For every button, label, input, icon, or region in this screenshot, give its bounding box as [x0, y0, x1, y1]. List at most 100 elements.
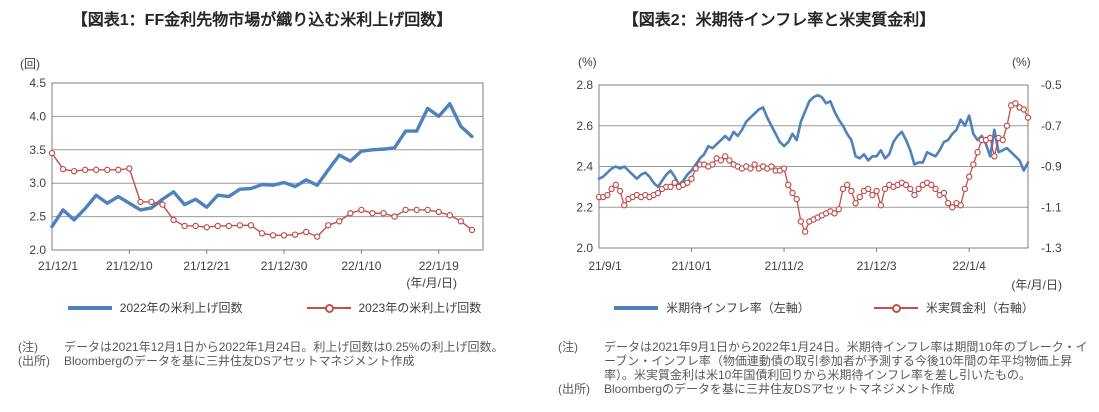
- data-point-marker: [203, 224, 210, 231]
- data-point-marker: [225, 222, 232, 230]
- data-point-marker: [877, 202, 884, 209]
- data-point-marker: [424, 206, 431, 214]
- data-point-marker: [965, 173, 973, 180]
- figure2-title: 【図表2：米期待インフレ率と米実質金利】: [622, 12, 936, 29]
- data-point-marker: [986, 134, 994, 142]
- legend-item-2022: 2022年の米利上げ回数: [67, 299, 243, 316]
- data-point-marker: [170, 216, 177, 224]
- source-row: (出所) Bloombergのデータを基に三井住友DSアセットマネジメント作成: [558, 382, 1094, 396]
- legend-item-2023: 2023年の米利上げ回数: [306, 299, 481, 316]
- data-point-marker: [991, 153, 998, 160]
- data-point-marker: [667, 183, 674, 191]
- data-point-marker: [902, 181, 910, 189]
- legend-item-bei: 米期待インフレ率（左軸）: [614, 299, 810, 316]
- x-tick-label: 21/12/3: [857, 259, 897, 273]
- data-point-marker: [181, 222, 188, 230]
- data-point-marker: [302, 228, 310, 236]
- source-text: Bloombergのデータを基に三井住友DSアセットマネジメント作成: [64, 354, 415, 369]
- data-point-marker: [873, 187, 880, 195]
- data-point-marker: [616, 187, 624, 195]
- figure1-title: 【図表1：FF金利先物市場が織り込む米利上げ回数】: [71, 12, 453, 29]
- data-point-marker: [717, 157, 725, 164]
- data-point-marker: [961, 185, 969, 193]
- note-row: (注) データは2021年9月1日から2022年1月24日。米期待インフレ率は期…: [558, 340, 1094, 382]
- data-point-marker: [793, 195, 800, 203]
- data-point-marker: [612, 181, 620, 189]
- note-text: データは2021年12月1日から2022年1月24日。利上げ回数は0.25%の利…: [64, 340, 504, 354]
- figure2-legend: 米期待インフレ率（左軸） 米実質金利（右軸）: [549, 299, 1099, 316]
- data-point-marker: [402, 206, 409, 214]
- data-point-marker: [726, 157, 733, 164]
- data-point-marker: [970, 161, 977, 168]
- figure2-x-axis-unit: (年/月/日): [1011, 278, 1062, 292]
- data-point-marker: [336, 218, 343, 225]
- figure1-plot-area: 2.0 2.5 3.0 3.5 4.0 4.5 21/12/1 21/12/10 21/12/2…: [29, 76, 484, 273]
- figure1-x-axis-unit: (年/月/日): [406, 276, 457, 290]
- data-point-marker: [692, 165, 699, 172]
- y-tick-label: 2.4: [576, 160, 593, 174]
- y-tick-label-right: -1.3: [1041, 241, 1062, 255]
- figure1-chart: 2.0 2.5 3.0 3.5 4.0 4.5 21/12/1 21/12/10 21/12/2…: [0, 70, 549, 292]
- data-point-marker: [325, 222, 332, 229]
- data-point-marker: [70, 167, 78, 175]
- x-tick-label: 21/12/21: [183, 259, 230, 273]
- data-point-marker: [928, 181, 935, 189]
- legend-item-real-rate: 米実質金利（右軸）: [873, 299, 1034, 316]
- data-point-marker: [369, 210, 376, 217]
- data-point-marker: [944, 199, 952, 207]
- series-line: [597, 93, 1030, 189]
- figure2-right-y-axis-unit: (%): [1012, 55, 1031, 69]
- data-point-marker: [801, 228, 809, 235]
- data-point-marker: [1020, 106, 1028, 113]
- source-label: (出所): [558, 382, 590, 397]
- data-point-marker: [688, 175, 695, 182]
- figure2-plot-area: 2.0 2.2 2.4 2.6 2.8 -0.5 -0.7 -0.9 -1.1 -1.3 21/9/…: [576, 78, 1062, 273]
- y-tick-label: 2.0: [29, 243, 46, 257]
- data-point-marker: [148, 198, 155, 206]
- data-point-marker: [999, 136, 1006, 144]
- data-point-marker: [852, 199, 859, 207]
- plot-border: [51, 82, 484, 251]
- data-point-marker: [1003, 122, 1011, 129]
- data-point-marker: [835, 206, 842, 213]
- legend-label: 米実質金利（右軸）: [925, 301, 1034, 315]
- data-point-marker: [413, 206, 420, 214]
- data-point-marker: [839, 185, 847, 193]
- data-point-marker: [768, 163, 775, 170]
- figure1-y-axis-unit: (回): [20, 57, 40, 71]
- data-point-marker: [214, 222, 221, 230]
- data-point-marker: [915, 185, 922, 193]
- legend-label: 2022年の米利上げ回数: [119, 301, 243, 315]
- red-line-marker-swatch: [873, 303, 918, 313]
- data-point-marker: [957, 202, 964, 209]
- x-tick-label: 21/12/10: [106, 259, 153, 273]
- plot-border: [598, 84, 1029, 249]
- y-tick-label: 3.0: [29, 176, 46, 190]
- y-tick-label-right: -1.1: [1041, 200, 1062, 214]
- data-point-marker: [848, 187, 855, 195]
- data-point-marker: [932, 185, 939, 193]
- data-point-marker: [621, 202, 628, 209]
- data-point-marker: [608, 185, 615, 193]
- data-point-marker: [314, 233, 321, 240]
- y-tick-label: 2.8: [576, 78, 593, 92]
- data-point-marker: [192, 222, 199, 230]
- data-point-marker: [258, 230, 266, 237]
- x-tick-label: 21/10/1: [672, 259, 712, 273]
- data-point-marker: [104, 166, 111, 174]
- data-point-marker: [115, 166, 122, 174]
- data-point-marker: [126, 165, 133, 172]
- y-tick-label-right: -0.7: [1041, 119, 1062, 133]
- data-point-marker: [1012, 100, 1019, 107]
- data-point-marker: [435, 208, 442, 216]
- data-point-marker: [856, 193, 863, 201]
- note-text: データは2021年9月1日から2022年1月24日。米期待インフレ率は期間10年…: [604, 340, 1088, 383]
- data-point-marker: [358, 206, 365, 214]
- x-tick-label: 21/11/2: [764, 259, 803, 273]
- figure2-left-y-axis-unit: (%): [578, 55, 597, 69]
- x-tick-label: 21/12/1: [38, 259, 78, 273]
- y-tick-label: 3.5: [29, 143, 46, 157]
- data-point-marker: [780, 165, 788, 172]
- data-point-marker: [785, 181, 792, 189]
- data-point-marker: [864, 185, 872, 193]
